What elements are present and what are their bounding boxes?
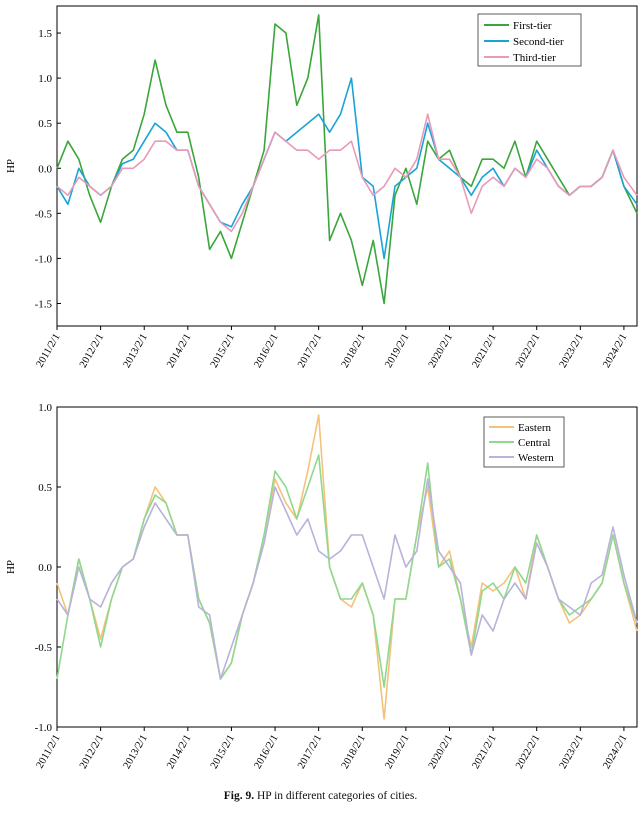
y-axis-label: HP — [5, 159, 17, 173]
series-line-third-tier — [56, 113, 638, 233]
x-tick-label: 2014/2/1 — [165, 733, 193, 771]
x-tick-label: 2019/2/1 — [383, 332, 411, 370]
series-line-first-tier — [56, 14, 638, 305]
x-tick-label: 2011/2/1 — [35, 733, 63, 771]
y-tick-label: 1.5 — [38, 28, 52, 40]
x-tick-label: 2021/2/1 — [470, 733, 498, 771]
legend-label-eastern: Eastern — [518, 422, 551, 434]
x-tick-label: 2013/2/1 — [122, 332, 150, 370]
y-tick-label: -0.5 — [35, 208, 53, 220]
figure-caption: Fig. 9. HP in different categories of ci… — [0, 790, 641, 802]
x-tick-label: 2024/2/1 — [601, 332, 629, 370]
figure-caption-text: HP in different categories of cities. — [256, 790, 418, 802]
plot-area-top — [56, 5, 638, 327]
series-lines — [56, 414, 638, 720]
x-tick-label: 2016/2/1 — [252, 733, 280, 771]
y-tick-label: -1.5 — [35, 298, 53, 310]
series-lines — [56, 14, 638, 305]
x-tick-label: 2020/2/1 — [427, 733, 455, 771]
figure-caption-label: Fig. 9. — [223, 790, 255, 802]
x-tick-label: 2023/2/1 — [558, 733, 586, 771]
y-tick-label: -0.5 — [35, 642, 53, 654]
x-tick-label: 2022/2/1 — [514, 332, 542, 370]
chart-bottom: 1.0 0.5 0.0 -0.5 -1.0 2011/2/1 2012/2/1 2013/2… — [5, 402, 638, 771]
legend: First-tier Second-tier Third-tier — [477, 13, 582, 67]
y-tick-label: 0.5 — [38, 482, 52, 494]
x-tick-label: 2017/2/1 — [296, 733, 324, 771]
x-tick-label: 2024/2/1 — [601, 733, 629, 771]
series-line-western — [56, 478, 638, 680]
y-tick-label: 0.0 — [38, 163, 52, 175]
legend-label-first-tier: First-tier — [513, 20, 552, 32]
legend: Eastern Central Western — [483, 416, 565, 468]
y-axis-label: HP — [5, 560, 17, 574]
x-axis: 2011/2/1 2012/2/1 2013/2/1 2014/2/1 2015/2/1… — [35, 326, 630, 370]
x-tick-label: 2019/2/1 — [383, 733, 411, 771]
x-tick-label: 2012/2/1 — [78, 332, 106, 370]
y-axis: 1.0 0.5 0.0 -0.5 -1.0 — [35, 402, 61, 734]
legend-label-western: Western — [518, 452, 554, 464]
y-tick-label: 1.0 — [38, 73, 52, 85]
x-tick-label: 2018/2/1 — [340, 733, 368, 771]
x-tick-label: 2018/2/1 — [340, 332, 368, 370]
y-tick-label: -1.0 — [35, 722, 53, 734]
y-tick-label: -1.0 — [35, 253, 53, 265]
legend-label-third-tier: Third-tier — [513, 52, 556, 64]
x-tick-label: 2020/2/1 — [427, 332, 455, 370]
x-tick-label: 2022/2/1 — [514, 733, 542, 771]
y-tick-label: 1.0 — [38, 402, 52, 414]
y-tick-label: 0.5 — [38, 118, 52, 130]
x-tick-label: 2023/2/1 — [558, 332, 586, 370]
series-line-central — [56, 454, 638, 688]
legend-label-second-tier: Second-tier — [513, 36, 564, 48]
y-tick-label: 0.0 — [38, 562, 52, 574]
x-tick-label: 2012/2/1 — [78, 733, 106, 771]
x-axis: 2011/2/1 2012/2/1 2013/2/1 2014/2/1 2015/2/1… — [35, 727, 630, 771]
series-line-second-tier — [56, 77, 638, 260]
x-tick-label: 2017/2/1 — [296, 332, 324, 370]
chart-top: 1.5 1.0 0.5 0.0 -0.5 -1.0 -1.5 2011/2/1 2012/2/… — [5, 5, 638, 370]
y-axis: 1.5 1.0 0.5 0.0 -0.5 -1.0 -1.5 — [35, 28, 61, 310]
x-tick-label: 2021/2/1 — [470, 332, 498, 370]
x-tick-label: 2015/2/1 — [209, 332, 237, 370]
x-tick-label: 2015/2/1 — [209, 733, 237, 771]
plot-frame — [56, 5, 638, 327]
x-tick-label: 2013/2/1 — [122, 733, 150, 771]
legend-label-central: Central — [518, 437, 550, 449]
x-tick-label: 2014/2/1 — [165, 332, 193, 370]
x-tick-label: 2011/2/1 — [35, 332, 63, 370]
x-tick-label: 2016/2/1 — [252, 332, 280, 370]
